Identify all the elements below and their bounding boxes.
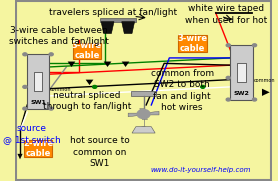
Circle shape xyxy=(137,110,150,119)
Polygon shape xyxy=(68,62,75,67)
Polygon shape xyxy=(140,109,145,114)
Circle shape xyxy=(49,107,53,110)
Circle shape xyxy=(23,85,27,88)
Polygon shape xyxy=(262,89,270,96)
FancyBboxPatch shape xyxy=(24,140,52,157)
Polygon shape xyxy=(86,80,93,85)
Circle shape xyxy=(23,53,27,56)
Text: common from
SW2 to both
fan and light
hot wires: common from SW2 to both fan and light ho… xyxy=(151,69,214,112)
Text: SW1: SW1 xyxy=(30,100,46,105)
Circle shape xyxy=(252,44,257,47)
FancyBboxPatch shape xyxy=(34,72,43,91)
Circle shape xyxy=(226,76,230,79)
Text: www.do-it-yourself-help.com: www.do-it-yourself-help.com xyxy=(150,167,250,173)
Circle shape xyxy=(201,85,205,88)
Circle shape xyxy=(23,107,27,110)
Text: white wire taped
when used for hot: white wire taped when used for hot xyxy=(185,4,267,25)
Polygon shape xyxy=(18,154,23,159)
Polygon shape xyxy=(132,127,155,133)
Circle shape xyxy=(140,127,147,132)
FancyBboxPatch shape xyxy=(178,35,207,52)
Polygon shape xyxy=(128,113,143,117)
Polygon shape xyxy=(142,114,147,119)
FancyBboxPatch shape xyxy=(100,18,136,22)
Text: common: common xyxy=(254,78,275,83)
Polygon shape xyxy=(101,22,114,33)
Text: SW2: SW2 xyxy=(234,90,249,96)
FancyBboxPatch shape xyxy=(27,54,49,109)
Circle shape xyxy=(252,98,257,101)
Text: 3-wire
cable: 3-wire cable xyxy=(72,41,102,60)
Polygon shape xyxy=(104,62,111,67)
Polygon shape xyxy=(122,62,130,67)
Circle shape xyxy=(49,53,53,56)
Text: hot source to
common on
SW1: hot source to common on SW1 xyxy=(70,136,130,168)
FancyBboxPatch shape xyxy=(237,63,246,82)
FancyBboxPatch shape xyxy=(16,1,271,180)
FancyBboxPatch shape xyxy=(73,43,101,59)
FancyBboxPatch shape xyxy=(131,91,157,96)
Polygon shape xyxy=(122,22,135,33)
Circle shape xyxy=(226,44,230,47)
FancyBboxPatch shape xyxy=(230,45,253,100)
Text: source
@ 1st switch: source @ 1st switch xyxy=(3,124,61,144)
Text: travelers spliced at fan/light: travelers spliced at fan/light xyxy=(49,8,177,17)
Text: 3-wire
cable: 3-wire cable xyxy=(177,34,208,53)
Text: neutral spliced
through to fan/light: neutral spliced through to fan/light xyxy=(43,91,131,111)
Text: 2-wire
cable: 2-wire cable xyxy=(23,139,53,158)
Polygon shape xyxy=(143,111,159,115)
Circle shape xyxy=(93,85,97,88)
Circle shape xyxy=(226,98,230,101)
Text: 3-wire cable between
switches and fan/light: 3-wire cable between switches and fan/li… xyxy=(9,26,109,46)
Text: common: common xyxy=(50,87,71,92)
